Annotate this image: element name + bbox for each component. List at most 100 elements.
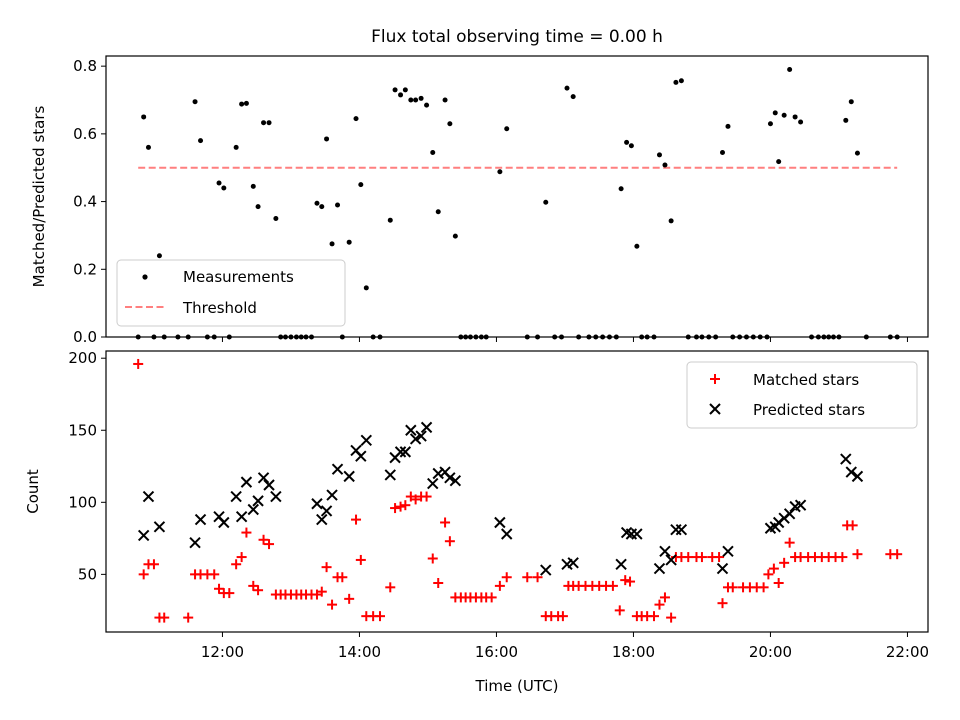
measurement-point: [156, 253, 162, 259]
matched-star-point: [666, 612, 677, 623]
measurement-point: [628, 143, 634, 149]
matched-star-point: [654, 599, 665, 610]
predicted-star-point: [311, 498, 323, 510]
matched-star-point: [390, 503, 401, 514]
legend-marker-measurements: [142, 274, 148, 280]
matched-star-point: [183, 612, 194, 623]
x-tick-label: 16:00: [475, 643, 518, 661]
predicted-star-point: [218, 516, 230, 529]
predicted-star-point: [399, 446, 412, 458]
predicted-star-point: [142, 490, 155, 503]
measurement-point: [408, 97, 414, 103]
bottom-y-tick-label: 50: [78, 565, 97, 583]
predicted-star-point: [409, 433, 422, 445]
matched-star-point: [327, 599, 338, 610]
predicted-star-point: [794, 499, 807, 511]
matched-star-point: [138, 569, 149, 580]
matched-star-point: [433, 578, 444, 589]
matched-star-point: [264, 539, 275, 550]
predicted-star-point: [235, 511, 248, 523]
matched-star-point: [375, 611, 385, 622]
legend-marker-predicted: [709, 403, 721, 415]
measurement-point: [398, 92, 404, 98]
top-legend-box: [116, 259, 346, 327]
predicted-star-point: [394, 446, 407, 458]
measurement-point: [564, 85, 570, 91]
matched-star-point: [258, 534, 269, 545]
measurement-point: [261, 120, 267, 126]
matched-star-point: [758, 582, 769, 593]
measurement-point: [335, 202, 341, 208]
bottom-axis-ticks: 50 100 150 200 12:00 14:00 16:00 18:00 20:00 22:0…: [68, 349, 929, 661]
matched-star-point: [614, 605, 625, 616]
measurement-point: [435, 209, 441, 215]
top-panel: 0.00.20.40.60.8 Matched/Predicted stars …: [30, 55, 929, 346]
predicted-star-point: [189, 536, 201, 549]
predicted-star-point: [665, 554, 677, 566]
matched-star-point: [337, 572, 348, 583]
measurement-point: [319, 204, 325, 210]
measurement-point: [402, 87, 408, 93]
bottom-legend: Matched stars Predicted stars: [686, 361, 918, 429]
measurement-point: [848, 99, 854, 105]
measurement-point: [673, 79, 679, 85]
matched-star-point: [784, 537, 795, 548]
measurement-point: [787, 67, 793, 73]
matched-star-point: [620, 575, 631, 586]
matched-star-point: [148, 559, 159, 570]
top-legend: Measurements Threshold: [116, 259, 346, 327]
measurement-point: [634, 243, 640, 249]
measurement-point: [314, 200, 320, 206]
legend-label-matched: Matched stars: [753, 371, 859, 389]
predicted-star-point: [240, 476, 253, 488]
bottom-legend-box: [686, 361, 918, 429]
measurement-point: [792, 114, 798, 120]
measurement-point: [273, 216, 279, 222]
measurement-point: [358, 182, 364, 188]
matched-star-point: [385, 582, 396, 593]
predicted-star-point: [567, 557, 579, 569]
predicted-star-point: [783, 508, 796, 520]
predicted-star-point: [670, 523, 682, 536]
measurement-point: [192, 99, 198, 105]
legend-label-predicted: Predicted stars: [753, 401, 865, 419]
predicted-star-point: [384, 469, 396, 481]
bottom-axes-frame: [105, 350, 929, 633]
predicted-star-point: [247, 503, 259, 516]
measurement-point: [430, 149, 436, 155]
predicted-star-point: [444, 472, 456, 484]
top-y-axis-label: Matched/Predicted stars: [30, 106, 48, 288]
matched-star-point: [236, 552, 247, 563]
predicted-star-point: [716, 562, 729, 575]
legend-marker-matched: [710, 374, 720, 384]
top-y-tick-label: 0.2: [73, 260, 97, 278]
measurement-point: [624, 139, 630, 145]
matched-star-point: [410, 494, 421, 505]
legend-label-measurements: Measurements: [183, 268, 294, 286]
predicted-star-point: [257, 472, 270, 484]
predicted-star-point: [415, 430, 427, 442]
measurement-point: [618, 186, 624, 192]
predicted-star-point: [194, 513, 207, 526]
measurement-point: [346, 239, 352, 245]
top-y-tick-label: 0.8: [73, 57, 97, 75]
matched-star-point: [659, 592, 670, 603]
x-tick-label: 22:00: [886, 643, 929, 661]
predicted-star-point: [420, 421, 433, 434]
matched-star-point: [773, 578, 784, 589]
predicted-star-point: [230, 490, 242, 503]
measurement-point: [250, 183, 256, 189]
measurement-point: [239, 101, 245, 107]
measurement-point: [353, 116, 359, 122]
matched-star-point: [852, 549, 863, 560]
bottom-y-tick-label: 200: [68, 349, 97, 367]
chart-title: Flux total observing time = 0.00 h: [371, 27, 663, 47]
matched-star-point: [440, 517, 451, 528]
measurement-point: [442, 97, 448, 103]
measurement-point: [141, 114, 147, 120]
measurement-point: [854, 150, 860, 156]
measurement-point: [678, 78, 684, 84]
predicted-star-point: [316, 513, 328, 526]
matched-star-point: [395, 501, 406, 512]
measurement-point: [243, 100, 249, 106]
